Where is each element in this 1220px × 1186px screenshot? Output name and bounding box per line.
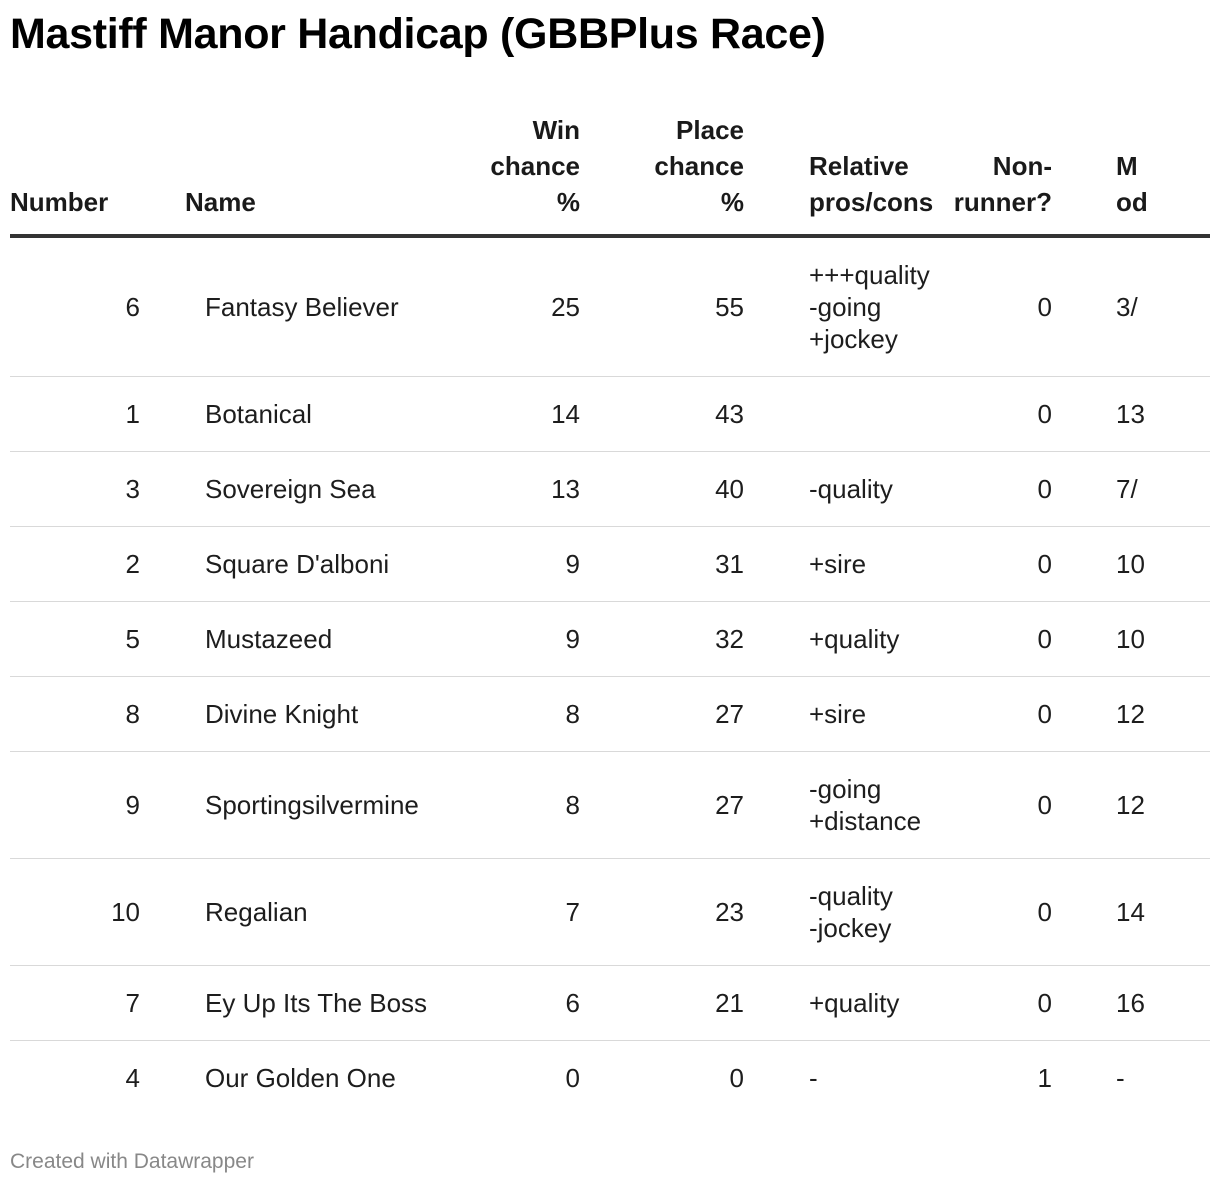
cell-nonrunner: 0 <box>934 751 1080 859</box>
cell-number: 10 <box>10 858 140 966</box>
cell-win-chance: 9 <box>440 526 600 602</box>
cell-win-chance: 14 <box>440 376 600 452</box>
column-header-odds[interactable]: M od <box>1080 112 1210 238</box>
table-row: 9 Sportingsilvermine 8 27 -going +distance 0 1… <box>10 751 1210 859</box>
cell-relative: +sire <box>764 526 934 602</box>
cell-number: 9 <box>10 751 140 859</box>
cell-name: Square D'alboni <box>140 526 440 602</box>
table-row: 1 Botanical 14 43 0 13 <box>10 376 1210 452</box>
cell-win-chance: 8 <box>440 676 600 752</box>
cell-place-chance: 27 <box>600 751 764 859</box>
cell-place-chance: 23 <box>600 858 764 966</box>
cell-number: 8 <box>10 676 140 752</box>
cell-win-chance: 8 <box>440 751 600 859</box>
cell-place-chance: 31 <box>600 526 764 602</box>
cell-number: 6 <box>10 236 140 377</box>
cell-place-chance: 0 <box>729 1063 744 1093</box>
cell-odds: 16 <box>1080 965 1210 1041</box>
cell-relative: +++quality -going +jockey <box>764 236 934 377</box>
cell-relative: +sire <box>764 676 934 752</box>
cell-relative: +quality <box>764 965 934 1041</box>
table-row: 4 Our Golden One 0 0 - 1 - <box>10 1041 1210 1113</box>
cell-relative <box>764 376 934 452</box>
column-header-name[interactable]: Name <box>140 112 440 238</box>
cell-nonrunner: 0 <box>934 236 1080 377</box>
credit-footer[interactable]: Created with Datawrapper <box>10 1150 254 1173</box>
column-header-place-chance[interactable]: Place chance % <box>600 112 764 238</box>
cell-place-chance: 27 <box>600 676 764 752</box>
cell-relative: +quality <box>764 601 934 677</box>
table-row: 5 Mustazeed 9 32 +quality 0 10 <box>10 601 1210 677</box>
table-row: 6 Fantasy Believer 25 55 +++quality -going +… <box>10 236 1210 377</box>
cell-name: Mustazeed <box>140 601 440 677</box>
column-header-relative[interactable]: Relative pros/cons <box>764 112 934 238</box>
cell-name: Sportingsilvermine <box>140 751 440 859</box>
chart-title: Mastiff Manor Handicap (GBBPlus Race) <box>10 10 826 58</box>
cell-relative: -going +distance <box>764 751 934 859</box>
cell-win-chance: 6 <box>440 965 600 1041</box>
cell-relative: -quality <box>764 451 934 527</box>
cell-name: Regalian <box>140 858 440 966</box>
cell-odds: 13 <box>1080 376 1210 452</box>
cell-nonrunner: 0 <box>934 526 1080 602</box>
cell-place-chance: 21 <box>600 965 764 1041</box>
cell-number: 3 <box>10 451 140 527</box>
cell-win-chance: 25 <box>440 236 600 377</box>
cell-relative: -quality -jockey <box>764 858 934 966</box>
cell-place-chance: 43 <box>600 376 764 452</box>
cell-name: Divine Knight <box>140 676 440 752</box>
cell-odds: 7/ <box>1080 451 1210 527</box>
cell-win-chance: 0 <box>565 1063 580 1093</box>
cell-odds: - <box>1116 1063 1125 1093</box>
cell-place-chance: 32 <box>600 601 764 677</box>
race-table: Number Name Win chance % Place chance % … <box>10 112 1210 1112</box>
cell-odds: 14 <box>1080 858 1210 966</box>
cell-odds: 3/ <box>1080 236 1210 377</box>
table-container: Number Name Win chance % Place chance % … <box>10 112 1210 1112</box>
header-row: Number Name Win chance % Place chance % … <box>10 112 1210 238</box>
column-header-win-chance[interactable]: Win chance % <box>440 112 600 238</box>
cell-relative: - <box>809 1063 818 1093</box>
cell-win-chance: 9 <box>440 601 600 677</box>
cell-nonrunner: 0 <box>934 451 1080 527</box>
cell-odds: 10 <box>1080 601 1210 677</box>
table-row: 2 Square D'alboni 9 31 +sire 0 10 <box>10 526 1210 602</box>
cell-name: Our Golden One <box>205 1063 396 1093</box>
cell-odds: 10 <box>1080 526 1210 602</box>
cell-win-chance: 13 <box>440 451 600 527</box>
table-row: 8 Divine Knight 8 27 +sire 0 12 <box>10 676 1210 752</box>
cell-nonrunner: 1 <box>1037 1063 1052 1093</box>
cell-odds: 12 <box>1080 751 1210 859</box>
cell-nonrunner: 0 <box>934 965 1080 1041</box>
column-header-nonrunner[interactable]: Non- runner? <box>934 112 1080 238</box>
table-body: 6 Fantasy Believer 25 55 +++quality -going +… <box>10 236 1210 1112</box>
column-header-number[interactable]: Number <box>10 112 140 238</box>
cell-number: 5 <box>10 601 140 677</box>
cell-win-chance: 7 <box>440 858 600 966</box>
cell-name: Ey Up Its The Boss <box>140 965 440 1041</box>
cell-number: 1 <box>10 376 140 452</box>
table-row: 3 Sovereign Sea 13 40 -quality 0 7/ <box>10 451 1210 527</box>
table-row: 10 Regalian 7 23 -quality -jockey 0 14 <box>10 858 1210 966</box>
cell-odds: 12 <box>1080 676 1210 752</box>
cell-nonrunner: 0 <box>934 676 1080 752</box>
cell-place-chance: 40 <box>600 451 764 527</box>
cell-place-chance: 55 <box>600 236 764 377</box>
cell-nonrunner: 0 <box>934 858 1080 966</box>
cell-nonrunner: 0 <box>934 376 1080 452</box>
cell-number: 2 <box>10 526 140 602</box>
cell-nonrunner: 0 <box>934 601 1080 677</box>
cell-name: Botanical <box>140 376 440 452</box>
cell-name: Fantasy Believer <box>140 236 440 377</box>
cell-name: Sovereign Sea <box>140 451 440 527</box>
cell-number: 7 <box>10 965 140 1041</box>
cell-number: 4 <box>125 1063 140 1093</box>
table-row: 7 Ey Up Its The Boss 6 21 +quality 0 16 <box>10 965 1210 1041</box>
